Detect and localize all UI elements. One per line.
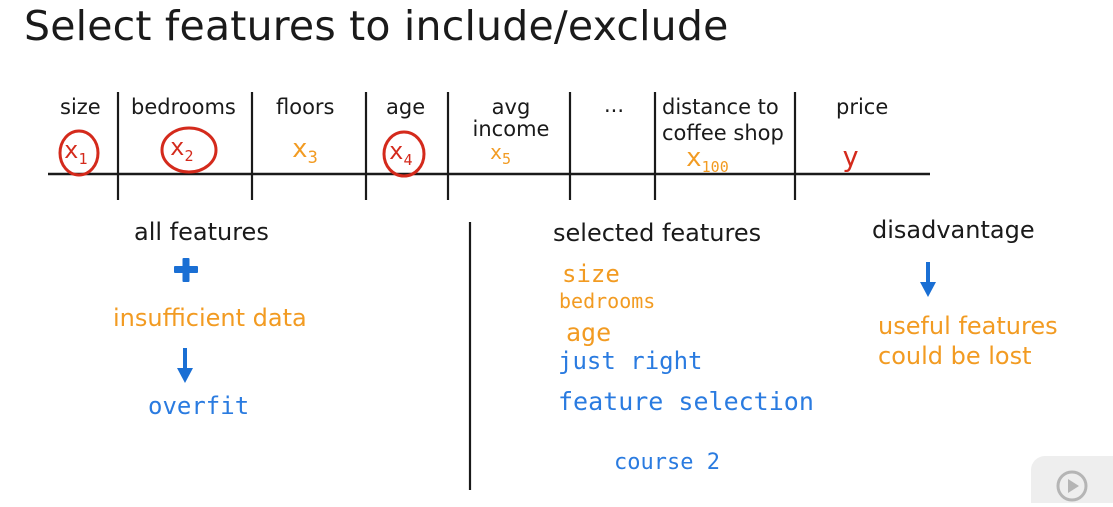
down-arrow-icon bbox=[177, 348, 193, 383]
useful-features-line1: useful features bbox=[878, 312, 1058, 340]
header-distance-l2: coffee shop bbox=[662, 121, 784, 145]
feature-selection-label: feature selection bbox=[558, 387, 814, 416]
selected-item-size: size bbox=[562, 260, 620, 288]
symbol-x1: x1 bbox=[64, 136, 88, 168]
play-icon bbox=[1056, 470, 1088, 502]
just-right-label: just right bbox=[558, 347, 703, 375]
down-arrow-icon-right bbox=[920, 262, 936, 297]
header-distance: distance to coffee shop bbox=[662, 94, 784, 146]
column-separators bbox=[116, 92, 797, 200]
symbol-x3: x3 bbox=[292, 134, 318, 169]
plus-icon bbox=[174, 258, 198, 282]
header-age: age bbox=[386, 95, 426, 119]
selection-circles bbox=[58, 126, 426, 178]
selected-features-heading: selected features bbox=[553, 219, 762, 247]
symbol-x5: x5 bbox=[490, 140, 512, 168]
selected-item-age: age bbox=[566, 318, 612, 347]
header-floors: floors bbox=[276, 95, 335, 119]
course-label: course 2 bbox=[614, 450, 720, 475]
symbol-x4: x4 bbox=[389, 137, 413, 169]
symbol-x100: x100 bbox=[686, 143, 729, 177]
header-distance-l1: distance to bbox=[662, 95, 779, 119]
selected-item-bedrooms: bedrooms bbox=[559, 289, 656, 313]
header-avg: avg bbox=[491, 95, 531, 119]
circle-x4 bbox=[382, 130, 426, 178]
disadvantage-heading: disadvantage bbox=[872, 216, 1035, 244]
overfit-label: overfit bbox=[148, 392, 250, 420]
useful-features-line2: could be lost bbox=[878, 342, 1032, 370]
symbol-y: y bbox=[842, 140, 859, 173]
circle-x2 bbox=[160, 126, 218, 174]
symbol-x2: x2 bbox=[170, 133, 194, 165]
header-size: size bbox=[60, 95, 101, 119]
all-features-heading: all features bbox=[134, 218, 269, 246]
header-price: price bbox=[836, 95, 889, 119]
play-button[interactable] bbox=[1031, 456, 1113, 503]
circle-x1 bbox=[58, 129, 100, 177]
header-ellipsis: ... bbox=[604, 93, 625, 117]
header-bedrooms: bedrooms bbox=[131, 95, 236, 119]
header-income: income bbox=[472, 117, 550, 141]
header-avg-income: avg income bbox=[456, 94, 566, 142]
insufficient-data: insufficient data bbox=[113, 304, 307, 332]
slide-title: Select features to include/exclude bbox=[24, 2, 729, 50]
